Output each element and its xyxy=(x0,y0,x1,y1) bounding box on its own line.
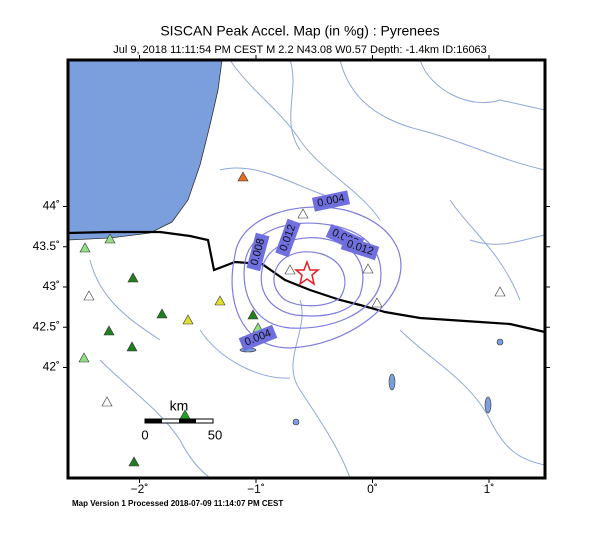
contour-label: 0.004 xyxy=(316,192,345,209)
lakes xyxy=(239,338,504,426)
lat-tick-label: 42˚ xyxy=(43,360,60,374)
scale-bar: km 0 50 xyxy=(141,398,222,443)
lon-tick-label: −1˚ xyxy=(247,482,265,496)
border xyxy=(67,230,546,334)
lon-tick-label: 1˚ xyxy=(484,482,495,496)
lat-tick-label: 43˚ xyxy=(43,279,60,293)
title: SISCAN Peak Accel. Map (in %g) : Pyrenee… xyxy=(160,23,439,39)
subtitle: Jul 9, 2018 11:11:54 PM CEST M 2.2 N43.0… xyxy=(113,44,487,56)
scale-label: 0 xyxy=(141,427,148,442)
rivers xyxy=(89,59,546,479)
frame xyxy=(66,58,547,480)
contour-labels: 0.004 0.012 0.008 0.008 0.012 0.004 xyxy=(238,190,380,352)
scale-label: 50 xyxy=(208,427,222,442)
scale-unit: km xyxy=(170,398,189,414)
footer: Map Version 1 Processed 2018-07-09 11:14… xyxy=(72,499,283,508)
lon-tick-label: 0˚ xyxy=(367,482,378,496)
stations xyxy=(78,171,506,467)
lon-tick-label: −2˚ xyxy=(131,482,149,496)
ocean xyxy=(67,59,223,241)
lat-tick-label: 42.5˚ xyxy=(33,319,60,333)
lat-tick-label: 44˚ xyxy=(43,199,60,213)
map-area: 0.004 0.012 0.008 0.008 0.012 0.004 km 0… xyxy=(66,58,547,480)
lat-tick-label: 43.5˚ xyxy=(33,239,60,253)
epicenter xyxy=(293,259,321,286)
